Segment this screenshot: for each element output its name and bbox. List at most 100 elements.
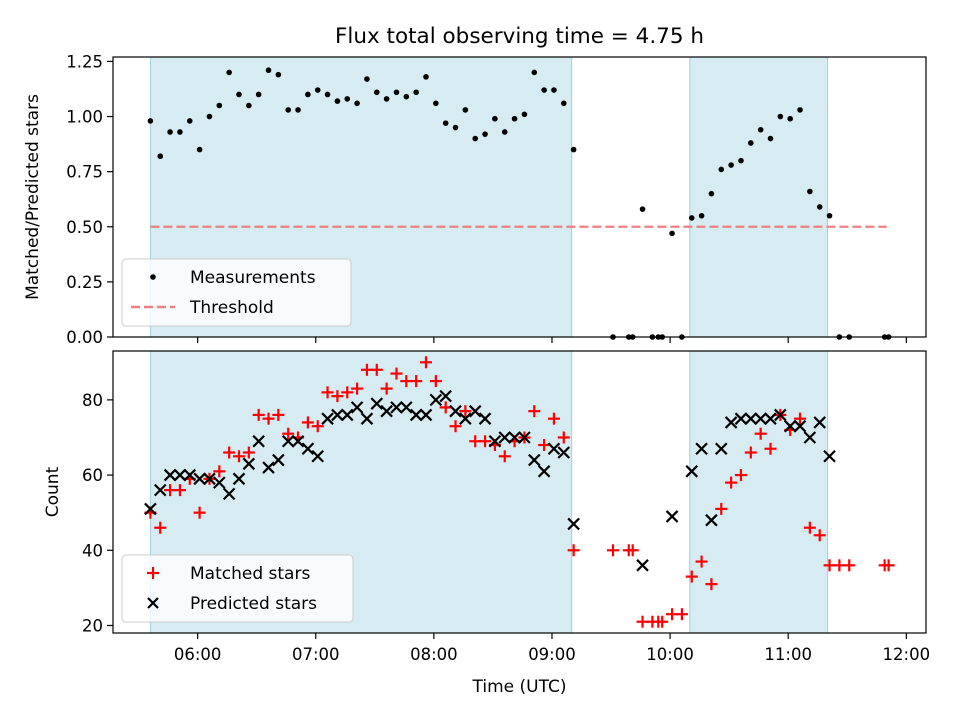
predicted-star-point <box>714 442 728 456</box>
measurement-point <box>403 93 410 100</box>
matched-star-point <box>272 408 285 421</box>
predicted-star-point <box>203 472 216 486</box>
measurement-point <box>383 96 390 102</box>
measurement-point <box>147 118 154 124</box>
predicted-star-point <box>823 450 836 463</box>
predicted-star-point <box>173 468 187 482</box>
predicted-star-point <box>153 483 167 497</box>
top-legend-box <box>121 258 352 327</box>
bottom-y-axis-ticks: 20 40 60 80 <box>82 391 113 635</box>
bottom-y-tick-label: 40 <box>82 541 103 560</box>
top-y-axis-ticks: 0.00 0.25 0.50 0.75 1.00 1.25 <box>66 52 113 347</box>
predicted-star-point <box>311 450 325 463</box>
measurement-point <box>501 129 508 135</box>
matched-star-point <box>223 446 236 459</box>
matched-star-point <box>351 382 364 395</box>
measurement-point <box>442 120 449 126</box>
measurement-point <box>452 124 459 131</box>
predicted-star-point <box>321 412 334 425</box>
predicted-star-point <box>144 502 157 516</box>
measurement-point <box>797 107 803 113</box>
predicted-star-point <box>331 408 344 422</box>
measurement-point <box>413 89 419 96</box>
predicted-star-point <box>724 416 738 429</box>
predicted-star-point <box>252 434 265 448</box>
measurement-point <box>570 146 577 153</box>
predicted-star-point <box>183 468 197 482</box>
bottom-y-tick-label: 60 <box>82 466 103 485</box>
matched-star-point <box>262 412 275 425</box>
matched-star-point <box>341 386 354 399</box>
bottom-y-axis-label: Count <box>43 466 63 517</box>
legend-matched-marker <box>147 567 159 579</box>
x-tick-label: 06:00 <box>174 645 222 664</box>
legend-predicted-label: Predicted stars <box>190 594 317 614</box>
measurement-point <box>344 96 351 102</box>
top-shaded-interval <box>689 56 829 338</box>
measurement-point <box>521 111 528 118</box>
legend-measurements-label: Measurements <box>190 268 316 288</box>
bottom-y-tick-label: 20 <box>82 616 103 635</box>
predicted-star-point <box>508 431 521 444</box>
matched-star-point <box>173 484 186 497</box>
matched-star-point <box>380 382 393 395</box>
measurement-point <box>167 129 173 135</box>
predicted-star-point <box>685 465 699 478</box>
predicted-star-point <box>232 472 246 486</box>
legend-matched-label: Matched stars <box>190 564 310 584</box>
measurement-point <box>354 100 360 107</box>
measurement-point <box>196 146 203 153</box>
measurement-point <box>541 87 547 93</box>
measurement-point <box>560 100 567 107</box>
top-y-tick-label: 0.00 <box>66 328 103 347</box>
predicted-star-point <box>163 468 177 482</box>
bottom-panel: 20 40 60 80 06:00 07:00 08:00 09:00 10:00 11:00 1… <box>43 350 930 697</box>
measurement-point <box>816 204 823 210</box>
predicted-star-point <box>449 404 462 418</box>
matched-star-point <box>321 386 334 399</box>
measurement-point <box>324 91 331 98</box>
top-y-tick-label: 0.50 <box>66 218 103 237</box>
matched-star-point <box>813 529 826 542</box>
measurement-point <box>177 129 183 135</box>
measurement-point <box>738 157 744 164</box>
predicted-star-point <box>360 412 374 425</box>
top-y-tick-label: 0.25 <box>66 273 103 292</box>
matched-star-point <box>370 363 383 376</box>
measurement-point <box>423 74 429 80</box>
matched-star-point <box>311 420 324 433</box>
predicted-star-point <box>281 434 295 448</box>
predicted-star-point <box>793 419 807 433</box>
predicted-star-point <box>340 408 354 422</box>
measurement-point <box>226 69 232 76</box>
predicted-star-point <box>734 412 748 425</box>
measurement-point <box>807 188 813 195</box>
measurement-point <box>216 102 223 109</box>
matched-star-point <box>705 578 718 591</box>
top-legend: Measurements Threshold <box>121 258 352 327</box>
matched-star-point <box>331 390 344 403</box>
measurement-point <box>305 91 311 98</box>
predicted-star-point <box>350 401 364 414</box>
measurement-point <box>236 91 242 98</box>
predicted-star-point <box>429 393 443 407</box>
bottom-plot-frame <box>112 350 927 634</box>
measurement-point <box>157 153 164 160</box>
matched-star-point <box>459 405 472 418</box>
matched-star-point <box>154 521 167 534</box>
measurement-point <box>472 135 479 142</box>
predicted-star-point <box>488 434 502 448</box>
measurement-point <box>393 89 400 96</box>
predicted-star-point <box>537 465 551 478</box>
measurement-point <box>728 162 734 168</box>
predicted-star-point <box>291 434 305 448</box>
measurement-point <box>462 107 469 113</box>
predicted-star-point <box>242 457 256 471</box>
predicted-star-point <box>419 408 433 422</box>
top-y-tick-label: 1.25 <box>66 52 103 71</box>
x-axis-label: Time (UTC) <box>472 677 567 697</box>
predicted-star-point <box>193 472 206 486</box>
matched-star-point <box>528 405 541 418</box>
matched-star-point <box>242 446 255 459</box>
predicted-star-point <box>370 397 384 410</box>
